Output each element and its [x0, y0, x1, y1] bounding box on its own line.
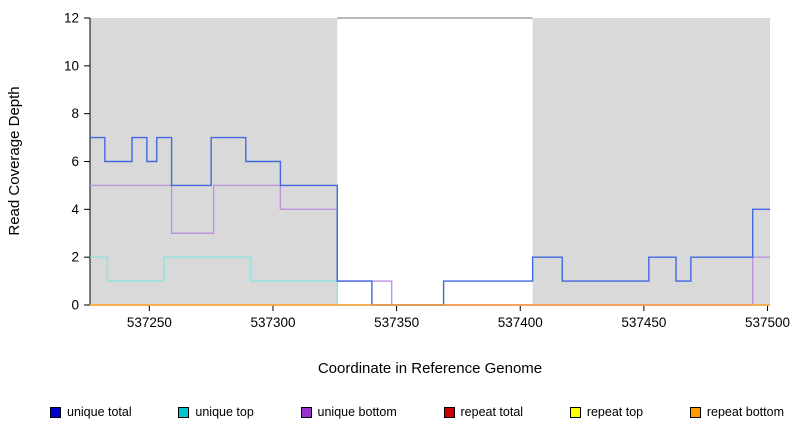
legend-label: unique bottom — [317, 405, 397, 419]
legend-swatch-icon — [569, 406, 581, 418]
y-axis-title: Read Coverage Depth — [6, 86, 23, 235]
x-tick-label: 537400 — [498, 315, 543, 330]
legend-item-repeat-top: repeat top — [569, 405, 644, 419]
x-tick-label: 537500 — [745, 315, 790, 330]
legend-label: repeat top — [586, 405, 644, 419]
legend-item-unique-top: unique top — [178, 405, 254, 419]
y-tick-label: 4 — [71, 202, 79, 217]
y-tick-label: 0 — [71, 298, 79, 313]
series-unique-top — [90, 256, 770, 306]
right-unique-region — [532, 18, 770, 305]
legend-item-repeat-total: repeat total — [443, 405, 524, 419]
y-tick-label: 2 — [71, 250, 79, 265]
chart-legend: unique total unique top unique bottom repea… — [50, 401, 784, 423]
x-axis-title: Coordinate in Reference Genome — [318, 360, 542, 377]
x-tick-label: 537250 — [127, 315, 172, 330]
series-unique-total — [90, 136, 770, 306]
plot-content: 537250 537300 537350 537400 537450 537500 0 2 4 6… — [64, 11, 790, 331]
y-tick-label: 6 — [71, 154, 79, 169]
legend-item-repeat-bottom: repeat bottom — [689, 405, 784, 419]
legend-swatch-icon — [689, 406, 701, 418]
coverage-chart: 537250 537300 537350 537400 537450 537500 0 2 4 6… — [6, 11, 790, 378]
x-tick-label: 537450 — [621, 315, 666, 330]
legend-item-unique-bottom: unique bottom — [300, 405, 397, 419]
x-tick-label: 537350 — [374, 315, 419, 330]
y-tick-label: 12 — [64, 11, 79, 26]
legend-label: unique total — [67, 405, 132, 419]
legend-label: unique top — [195, 405, 254, 419]
legend-item-unique-total: unique total — [50, 405, 132, 419]
legend-swatch-icon — [50, 406, 61, 418]
x-tick-label: 537300 — [250, 315, 295, 330]
legend-label: repeat total — [460, 405, 524, 419]
legend-swatch-icon — [443, 406, 455, 418]
legend-swatch-icon — [300, 406, 312, 418]
y-tick-label: 8 — [71, 106, 79, 121]
legend-label: repeat bottom — [706, 405, 784, 419]
y-tick-label: 10 — [64, 58, 79, 73]
legend-swatch-icon — [178, 406, 190, 418]
